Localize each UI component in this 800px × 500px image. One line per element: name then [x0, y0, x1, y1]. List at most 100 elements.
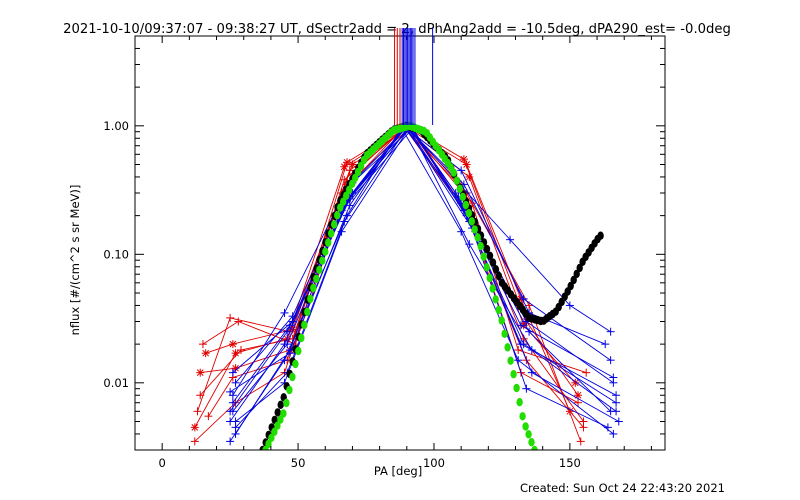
fit-dot: [489, 258, 497, 267]
data-point: [285, 349, 294, 358]
data-point: [231, 417, 240, 426]
fit-dot: [450, 168, 457, 177]
data-point: [579, 423, 588, 432]
fit-dot: [486, 273, 493, 283]
data-point: [345, 201, 354, 210]
fit-dot: [325, 238, 332, 247]
fit-dot: [495, 271, 503, 281]
data-point: [516, 321, 525, 330]
fit-dot: [292, 359, 299, 369]
series-line: [202, 126, 582, 442]
data-point: [190, 423, 199, 432]
fit-dot: [573, 269, 580, 279]
data-point: [514, 346, 523, 355]
fit-dot: [525, 430, 532, 439]
fit-dot: [298, 333, 305, 343]
data-point: [574, 398, 583, 407]
y-axis-label: nflux [#/(cm^2 s sr MeV)]: [68, 185, 82, 336]
fit-dot: [313, 274, 320, 284]
data-point: [609, 373, 618, 382]
fit-dot: [295, 346, 302, 356]
y-tick-label: 0.10: [103, 247, 129, 261]
data-point: [204, 412, 213, 421]
data-point: [601, 340, 610, 349]
fit-dot: [456, 184, 463, 193]
fit-dot: [453, 176, 460, 185]
fit-dot: [462, 200, 469, 210]
fit-dot: [516, 398, 523, 407]
fit-dot: [343, 191, 350, 200]
fit-dot: [513, 383, 520, 393]
y-tick-label: 1.00: [103, 119, 129, 133]
data-point: [234, 317, 243, 326]
data-point: [465, 240, 474, 249]
data-point: [193, 407, 202, 416]
created-timestamp: Created: Sun Oct 24 22:43:20 2021: [520, 481, 725, 495]
data-point: [582, 368, 591, 377]
data-point: [237, 346, 245, 355]
fit-dot: [576, 263, 583, 273]
fit-dot: [307, 294, 314, 304]
fit-dot: [319, 256, 326, 265]
fit-dot: [354, 167, 362, 177]
fit-dot: [507, 356, 514, 365]
data-point: [231, 378, 240, 387]
data-point: [288, 312, 297, 321]
data-point: [283, 340, 292, 349]
fit-dot: [304, 307, 311, 317]
fit-dot: [286, 385, 293, 395]
data-point: [226, 313, 235, 322]
x-tick-label: 50: [291, 456, 306, 470]
y-tick-label: 0.01: [103, 376, 129, 390]
series-line: [235, 126, 614, 435]
fit-dot: [328, 229, 335, 238]
data-point: [340, 162, 349, 171]
fit-dot: [310, 283, 317, 293]
x-axis-label: PA [deg]: [374, 464, 422, 478]
fit-dot: [268, 433, 275, 442]
x-tick-label: 100: [423, 456, 445, 470]
fit-dot: [522, 422, 529, 431]
fit-dot: [498, 316, 505, 325]
fit-dot: [471, 225, 478, 234]
data-point: [606, 327, 615, 336]
fit-dot: [486, 251, 494, 260]
fit-dot: [483, 263, 490, 272]
fit-dot: [474, 233, 481, 242]
data-point: [196, 391, 205, 400]
data-point: [285, 321, 294, 330]
data-point: [280, 308, 289, 317]
data-point: [506, 235, 515, 244]
fit-dot: [489, 284, 496, 293]
data-point: [201, 349, 210, 358]
fit-dot: [289, 372, 296, 382]
fit-dot: [274, 408, 281, 417]
series-line: [229, 126, 606, 393]
fit-dot: [349, 179, 356, 188]
data-point: [459, 155, 468, 164]
fit-dot: [519, 412, 526, 421]
fit-dot: [334, 211, 341, 220]
fit-dot: [480, 252, 487, 261]
fit-dot: [271, 427, 278, 436]
data-point: [457, 166, 466, 175]
fit-dot: [331, 220, 338, 229]
fit-dot: [277, 400, 284, 409]
series-line: [208, 125, 587, 417]
fit-dot: [567, 281, 574, 291]
fit-dot: [570, 275, 577, 285]
data-point: [196, 368, 205, 377]
data-point: [226, 387, 235, 396]
data-point: [231, 364, 240, 373]
fit-dot: [477, 241, 484, 251]
fit-dot: [468, 217, 475, 226]
fit-dot: [492, 295, 499, 304]
fit-dot: [465, 209, 472, 218]
data-point: [519, 340, 528, 349]
x-tick-label: 150: [559, 456, 581, 470]
x-tick-label: 0: [159, 456, 166, 470]
data-point: [606, 356, 615, 365]
data-point: [514, 356, 523, 365]
data-point: [576, 437, 585, 446]
